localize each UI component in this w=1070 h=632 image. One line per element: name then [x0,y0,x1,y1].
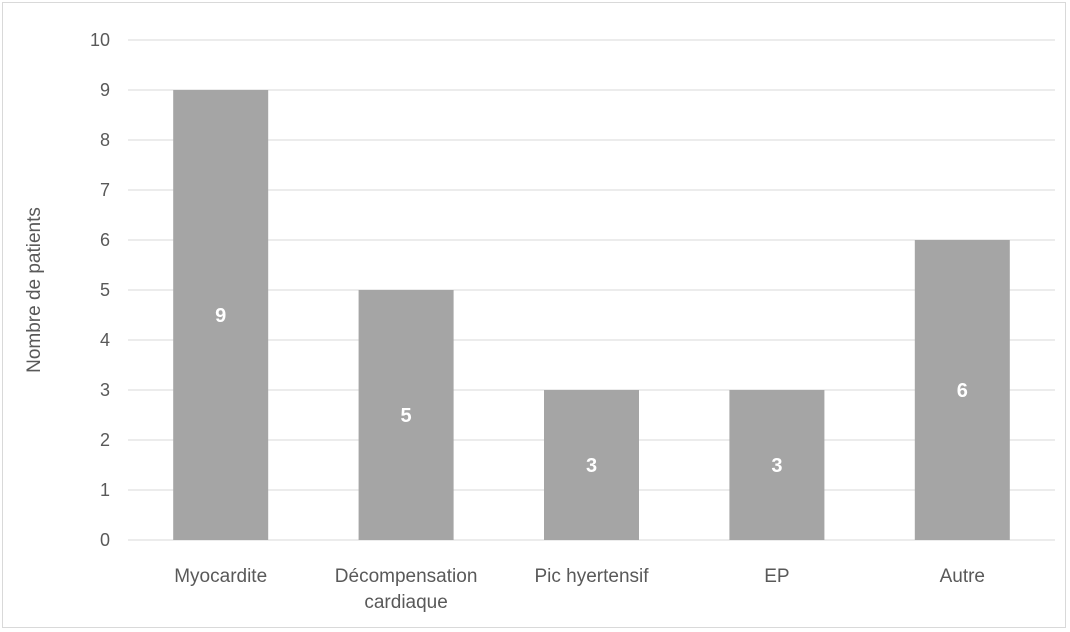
x-category-label: Pic hyertensif [534,566,649,587]
y-tick-label: 10 [90,30,110,50]
x-category-label: Myocardite [174,566,267,587]
data-label: 9 [215,305,226,327]
y-tick-label: 9 [100,80,110,100]
x-category-label: Autre [940,566,985,587]
y-tick-label: 8 [100,130,110,150]
x-category-label: Décompensation [335,566,478,587]
bar [544,390,639,540]
y-tick-label: 7 [100,180,110,200]
y-tick-label: 2 [100,430,110,450]
gridlines [128,39,1055,541]
x-axis-categories: Myocardite Décompensation cardiaque Pic hye… [174,566,985,613]
data-label: 3 [586,455,597,477]
bar [173,90,269,540]
y-tick-label: 1 [100,480,110,500]
bar [358,290,454,540]
data-label: 5 [401,405,412,427]
y-axis-label: Nombre de patients [24,207,45,373]
bars [173,90,1010,540]
data-label: 3 [771,455,782,477]
y-tick-label: 5 [100,280,110,300]
bar [729,390,825,540]
y-tick-label: 0 [100,530,110,550]
y-axis-ticks: 0 1 2 3 4 5 6 7 8 9 10 [90,30,110,550]
x-category-label: cardiaque [364,592,447,613]
x-category-label: EP [764,566,789,587]
data-label: 6 [957,380,968,402]
bar [914,240,1010,540]
y-tick-label: 3 [100,380,110,400]
y-tick-label: 6 [100,230,110,250]
data-labels: 9 5 3 3 6 [215,305,968,477]
y-tick-label: 4 [100,330,110,350]
